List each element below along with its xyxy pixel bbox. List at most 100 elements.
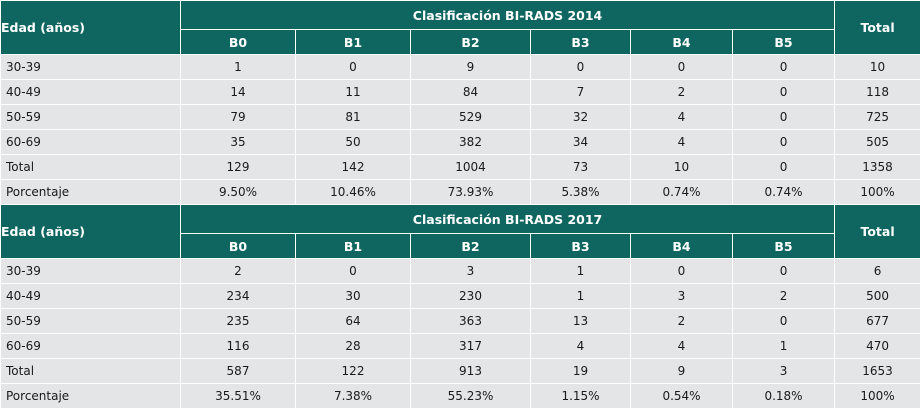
table-cell: 1 xyxy=(530,283,631,309)
table-row: 50-59 235 64 363 13 2 0 677 xyxy=(0,308,920,334)
table-cell: 1 xyxy=(731,333,836,359)
table-cell: 0.54% xyxy=(630,383,733,409)
classification-title: Clasificación BI-RADS 2014 xyxy=(179,0,836,30)
table-cell: 0 xyxy=(731,129,836,155)
table-cell: 4 xyxy=(630,333,733,359)
age-column-header: Edad (años) xyxy=(0,204,181,259)
classification-title: Clasificación BI-RADS 2017 xyxy=(179,204,836,234)
table-row: 30-39 1 0 9 0 0 0 10 xyxy=(0,54,920,80)
row-total-cell: 118 xyxy=(834,79,920,105)
table-cell: 2 xyxy=(630,79,733,105)
row-label: 60-69 xyxy=(0,129,181,155)
table-cell: 7.38% xyxy=(295,383,411,409)
table-cell: 4 xyxy=(530,333,631,359)
row-label: Total xyxy=(0,358,181,384)
table-cell: 30 xyxy=(295,283,411,309)
row-label: 30-39 xyxy=(0,54,181,80)
category-column-header: B1 xyxy=(295,29,411,55)
row-total-cell: 6 xyxy=(834,258,920,284)
table-cell: 10.46% xyxy=(295,179,411,205)
table-cell: 13 xyxy=(530,308,631,334)
category-column-header: B2 xyxy=(410,233,531,259)
row-total-cell: 500 xyxy=(834,283,920,309)
table-cell: 0 xyxy=(530,54,631,80)
table-cell: 0 xyxy=(731,258,836,284)
table-row: 40-49 234 30 230 1 3 2 500 xyxy=(0,283,920,309)
table-cell: 3 xyxy=(410,258,531,284)
table-cell: 3 xyxy=(630,283,733,309)
table-cell: 0 xyxy=(630,258,733,284)
row-label: 50-59 xyxy=(0,104,181,130)
table-cell: 234 xyxy=(180,283,296,309)
table-row: Total 587 122 913 19 9 3 1653 xyxy=(0,358,920,384)
table-cell: 235 xyxy=(180,308,296,334)
table-cell: 5.38% xyxy=(530,179,631,205)
table-cell: 1 xyxy=(180,54,296,80)
table-row: Total 129 142 1004 73 10 0 1358 xyxy=(0,154,920,180)
table-cell: 382 xyxy=(410,129,531,155)
row-total-cell: 725 xyxy=(834,104,920,130)
table-cell: 1004 xyxy=(410,154,531,180)
table-row: 40-49 14 11 84 7 2 0 118 xyxy=(0,79,920,105)
row-label: Porcentaje xyxy=(0,179,181,205)
table-cell: 142 xyxy=(295,154,411,180)
table-cell: 64 xyxy=(295,308,411,334)
table-cell: 116 xyxy=(180,333,296,359)
row-label: Total xyxy=(0,154,181,180)
table-cell: 1 xyxy=(530,258,631,284)
table-row: Porcentaje 9.50% 10.46% 73.93% 5.38% 0.74% 0.7… xyxy=(0,179,920,205)
table-cell: 34 xyxy=(530,129,631,155)
table-cell: 9 xyxy=(410,54,531,80)
table-cell: 81 xyxy=(295,104,411,130)
table-row: 60-69 35 50 382 34 4 0 505 xyxy=(0,129,920,155)
category-column-header: B4 xyxy=(630,233,733,259)
table-cell: 4 xyxy=(630,104,733,130)
total-column-header: Total xyxy=(834,204,920,259)
header-row-title: Edad (años) Clasificación BI-RADS 2017 Tot… xyxy=(0,204,920,259)
row-label: 40-49 xyxy=(0,283,181,309)
row-label: 40-49 xyxy=(0,79,181,105)
row-total-cell: 677 xyxy=(834,308,920,334)
category-column-header: B0 xyxy=(180,233,296,259)
table-cell: 0 xyxy=(731,79,836,105)
table-cell: 0 xyxy=(731,104,836,130)
table-cell: 0 xyxy=(731,308,836,334)
row-total-cell: 505 xyxy=(834,129,920,155)
header-row-categories: B0 B1 B2 B3 B4 B5 xyxy=(1,233,920,259)
table-cell: 55.23% xyxy=(410,383,531,409)
table-cell: 913 xyxy=(410,358,531,384)
table-cell: 28 xyxy=(295,333,411,359)
row-total-cell: 1653 xyxy=(834,358,920,384)
table-cell: 9 xyxy=(630,358,733,384)
row-label: 50-59 xyxy=(0,308,181,334)
table-cell: 9.50% xyxy=(180,179,296,205)
table-cell: 19 xyxy=(530,358,631,384)
table-row: Porcentaje 35.51% 7.38% 55.23% 1.15% 0.54% 0.1… xyxy=(0,383,920,409)
table-cell: 363 xyxy=(410,308,531,334)
table-cell: 84 xyxy=(410,79,531,105)
table-cell: 0 xyxy=(295,258,411,284)
table-cell: 0.18% xyxy=(731,383,836,409)
table-cell: 0 xyxy=(731,54,836,80)
row-total-cell: 470 xyxy=(834,333,920,359)
table-cell: 0 xyxy=(295,54,411,80)
category-column-header: B5 xyxy=(731,233,836,259)
row-label: Porcentaje xyxy=(0,383,181,409)
table-cell: 1.15% xyxy=(530,383,631,409)
table-cell: 32 xyxy=(530,104,631,130)
table-cell: 0 xyxy=(630,54,733,80)
table-cell: 35 xyxy=(180,129,296,155)
row-label: 60-69 xyxy=(0,333,181,359)
table-cell: 50 xyxy=(295,129,411,155)
table-cell: 2 xyxy=(731,283,836,309)
table-row: 50-59 79 81 529 32 4 0 725 xyxy=(0,104,920,130)
table-cell: 0 xyxy=(731,154,836,180)
table-cell: 2 xyxy=(630,308,733,334)
row-total-cell: 10 xyxy=(834,54,920,80)
table-cell: 0.74% xyxy=(731,179,836,205)
table-cell: 11 xyxy=(295,79,411,105)
table-cell: 230 xyxy=(410,283,531,309)
table-row: 60-69 116 28 317 4 4 1 470 xyxy=(0,333,920,359)
total-column-header: Total xyxy=(834,0,920,55)
table-cell: 587 xyxy=(180,358,296,384)
